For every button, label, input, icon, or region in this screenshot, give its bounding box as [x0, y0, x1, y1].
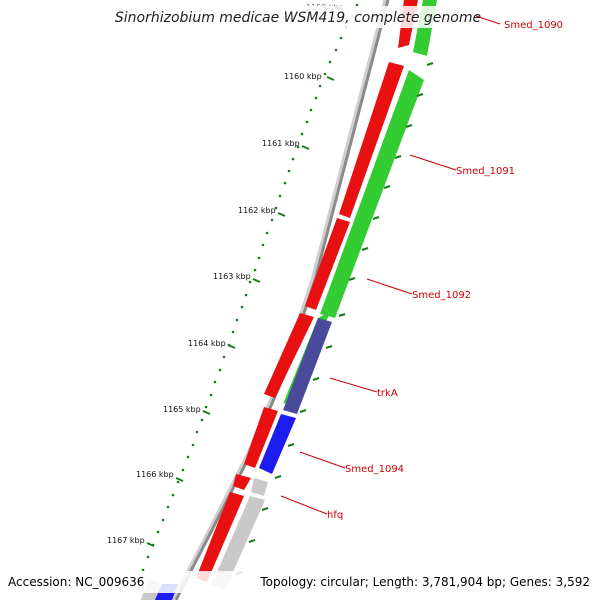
backbone-line	[174, 0, 390, 600]
tick-mark	[301, 145, 310, 150]
reverse-strand-genes	[283, 0, 437, 404]
gene-label-hfq: hfq	[327, 510, 343, 521]
tick-label: 1161 kbp	[262, 139, 300, 148]
tick-mark	[202, 410, 211, 415]
gene-hfq	[251, 478, 268, 496]
tick-mark	[252, 278, 261, 283]
scale-dots	[141, 3, 359, 572]
gene-smed-1094	[259, 414, 296, 474]
tick-mark	[326, 76, 335, 81]
outer-ticks	[235, 62, 434, 575]
gene-arrow	[196, 492, 244, 582]
map-title: Sinorhizobium medicae WSM419, complete g…	[115, 10, 481, 26]
gene-label-smed-1094: Smed_1094	[345, 464, 404, 475]
gene-arrow	[320, 70, 424, 318]
gene-label-smed-1091: Smed_1091	[456, 166, 515, 177]
tick-label: 1167 kbp	[107, 536, 145, 545]
gene-arrow	[339, 62, 404, 218]
tick-label: 1165 kbp	[163, 405, 201, 414]
gene-trkA	[283, 318, 332, 414]
scale-tick-labels: 1159 kbp 1160 kbp 1161 kbp 1162 kbp 1163…	[107, 3, 344, 545]
chromosome-backbone	[171, 0, 390, 600]
tick-label: 1164 kbp	[188, 339, 226, 348]
tick-label: 1163 kbp	[213, 272, 251, 281]
gene-label-smed-1090: Smed_1090	[504, 20, 563, 31]
gene-label-trkA: trkA	[377, 388, 398, 399]
gene-label-smed-1092: Smed_1092	[412, 290, 471, 301]
tick-label: 1166 kbp	[136, 470, 174, 479]
accession-text: Accession: NC_009636	[8, 575, 144, 589]
tick-label: 1162 kbp	[238, 206, 276, 215]
tick-mark	[175, 477, 184, 482]
gene-arrow	[264, 313, 314, 398]
gene-labels: Smed_1090 Smed_1091 Smed_1092 trkA Smed_…	[327, 20, 563, 521]
title-backdrop	[118, 6, 476, 28]
tick-mark	[277, 212, 286, 217]
forward-strand-genes	[196, 0, 418, 582]
tick-label: 1160 kbp	[284, 72, 322, 81]
genome-summary-text: Topology: circular; Length: 3,781,904 bp…	[259, 575, 590, 589]
tick-mark	[146, 542, 155, 547]
gene-arrow	[244, 407, 278, 468]
gene-grey	[211, 496, 265, 590]
tick-mark	[227, 344, 236, 349]
footer-backdrop	[4, 571, 596, 593]
gene-arrow	[233, 474, 251, 490]
gene-arrow	[305, 218, 350, 310]
